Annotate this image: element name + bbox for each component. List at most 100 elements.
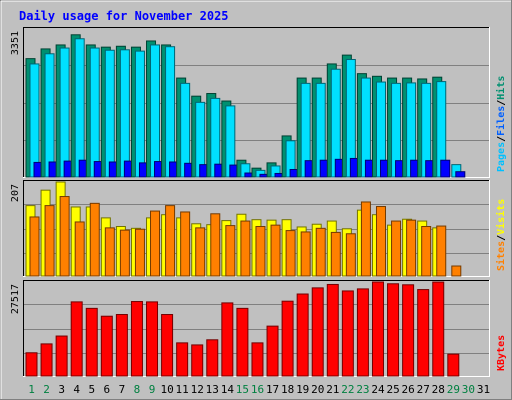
bar-sites-day-16 [255,226,266,277]
x-tick-label: 15 [236,383,249,396]
y-max-label: 3351 [10,31,21,55]
bar-sites-day-4 [74,221,85,277]
bar-sites-day-2 [44,205,55,277]
x-tick-label: 18 [281,383,294,396]
x-tick-label: 26 [402,383,415,396]
y-max-label: 27517 [10,284,21,314]
bar-files-day-1 [29,63,40,178]
x-tick-label: 28 [432,383,445,396]
bar-kbytes-day-3 [55,335,68,377]
bar-sites-day-28 [436,225,447,277]
bar-kbytes-day-20 [311,287,324,377]
bar-kbytes-day-7 [115,314,128,377]
x-tick-label: 21 [326,383,339,396]
x-tick-label: 17 [266,383,279,396]
bar-kbytes-day-28 [432,281,445,377]
side-legend-part: Visits [495,199,507,235]
bar-kbytes-day-29 [447,353,460,377]
bar-sites-day-1 [29,216,40,277]
bar-kbytes-day-21 [326,283,339,377]
bar-sites-day-9 [150,210,161,277]
x-tick-label: 11 [176,383,189,396]
bar-kbytes-day-1 [25,352,38,377]
x-tick-label: 2 [43,383,50,396]
x-tick-label: 20 [311,383,324,396]
x-tick-label: 24 [371,383,385,396]
bar-files-day-9 [150,44,161,178]
side-legend: KBytes [496,335,507,371]
bar-sites-day-25 [391,220,402,277]
bar-kbytes-day-9 [146,301,159,377]
bar-sites-day-26 [406,219,417,277]
panel-visits-sites: 207 Sites/Visits [10,180,507,277]
bar-sites-day-29 [451,265,462,277]
bar-kbytes-day-6 [100,315,113,377]
bar-sites-day-24 [375,206,386,277]
bar-sites-day-8 [134,228,145,277]
bar-sites-day-15 [240,220,251,277]
bar-sites-day-23 [360,201,371,277]
bar-kbytes-day-8 [130,301,143,377]
bar-sites-day-7 [119,229,130,277]
x-tick-label: 16 [251,383,264,396]
bar-files-day-3 [59,47,70,178]
x-tick-label: 12 [191,383,204,396]
bar-kbytes-day-19 [296,293,309,377]
bar-kbytes-day-4 [70,301,83,377]
bar-sites-day-5 [89,202,100,277]
x-tick-label: 8 [134,383,141,396]
bar-files-day-2 [44,53,55,178]
bar-sites-day-17 [270,224,281,277]
x-tick-label: 6 [104,383,111,396]
bar-sites-day-13 [210,213,221,277]
side-legend-part: Hits [495,76,507,100]
bar-sites-day-10 [165,205,176,277]
bar-sites-day-6 [104,227,115,277]
x-tick-label: 13 [206,383,219,396]
x-axis-labels: 1 2 3 4 5 6 7 8 9 10 11 12 13 14 15 16 17 18 19 20 21 22 23 24 2… [28,383,490,396]
x-tick-label: 7 [119,383,126,396]
x-tick-label: 30 [462,383,475,396]
bar-kbytes-day-11 [176,342,189,377]
bar-kbytes-day-22 [341,290,354,377]
bar-sites-day-19 [300,231,311,277]
bar-kbytes-day-18 [281,300,294,377]
side-legend-part: Sites [495,241,507,271]
bar-sites-day-14 [225,225,236,277]
x-tick-label: 5 [88,383,95,396]
bar-kbytes-day-10 [161,314,174,377]
bar-files-day-5 [89,47,100,178]
panel-kbytes: 27517 KBytes [10,280,507,377]
bar-kbytes-day-26 [402,284,415,377]
bar-kbytes-day-17 [266,325,279,377]
bar-files-day-6 [104,49,115,178]
bar-kbytes-day-13 [206,339,219,377]
bar-kbytes-day-25 [387,283,400,377]
bar-kbytes-day-24 [371,281,384,377]
bar-pages-day-29 [455,171,466,178]
side-legend-part: / [496,100,507,106]
bar-kbytes-day-14 [221,302,234,377]
bar-kbytes-day-27 [417,289,430,377]
bar-sites-day-22 [345,233,356,277]
x-tick-label: 31 [477,383,490,396]
bar-files-day-4 [74,38,85,178]
bar-sites-day-18 [285,230,296,277]
x-tick-label: 27 [417,383,430,396]
x-tick-label: 3 [58,383,65,396]
bar-kbytes-day-12 [191,344,204,377]
bar-files-day-10 [165,46,176,178]
bar-kbytes-day-15 [236,307,249,377]
bar-files-day-8 [134,50,145,178]
side-legend-part: / [496,136,507,142]
y-max-label: 207 [10,184,21,202]
bar-sites-day-11 [180,211,191,277]
bar-sites-day-3 [59,196,70,277]
x-tick-label: 10 [160,383,173,396]
x-tick-label: 9 [149,383,156,396]
bar-kbytes-day-23 [356,288,369,377]
bar-sites-day-27 [421,226,432,277]
bar-kbytes-day-2 [40,343,53,377]
x-tick-label: 1 [28,383,35,396]
